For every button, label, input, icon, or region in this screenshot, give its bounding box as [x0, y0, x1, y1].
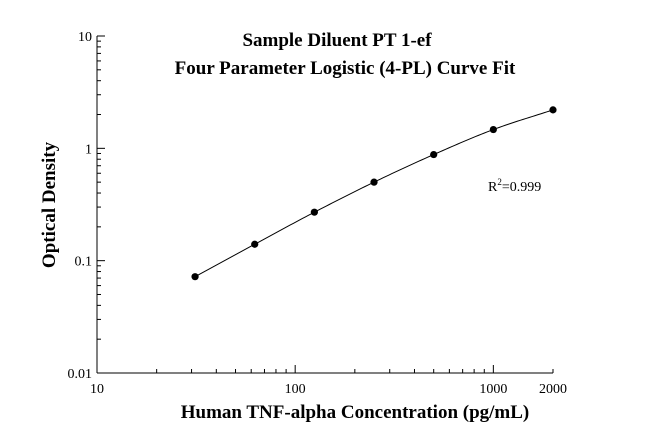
- fit-curve: [194, 109, 554, 278]
- data-point: [191, 273, 199, 281]
- data-point: [310, 208, 318, 216]
- y-axis-title: Optical Density: [39, 141, 60, 268]
- data-point: [370, 178, 378, 186]
- y-tick-label: 10: [78, 30, 92, 45]
- data-points: [191, 106, 557, 281]
- chart-subtitle: Four Parameter Logistic (4-PL) Curve Fit: [175, 58, 516, 79]
- r-squared-annotation: R2=0.999: [488, 177, 541, 195]
- y-tick-label: 0.01: [68, 367, 93, 382]
- data-point: [489, 125, 497, 134]
- tick-labels: 10 100 1000 2000 0.01 0.1 1 10: [68, 30, 568, 397]
- data-point: [251, 240, 259, 248]
- data-point: [549, 106, 557, 114]
- x-tick-label: 2000: [539, 382, 567, 397]
- x-axis-title: Human TNF-alpha Concentration (pg/mL): [181, 402, 530, 423]
- data-point: [430, 150, 438, 159]
- x-tick-label: 10: [90, 382, 104, 397]
- r-label: R: [488, 180, 498, 195]
- y-tick-label: 0.1: [75, 255, 93, 270]
- r-value: =0.999: [502, 180, 541, 195]
- r-superscript: 2: [497, 177, 502, 187]
- chart-title: Sample Diluent PT 1-ef: [242, 30, 432, 51]
- y-tick-label: 1: [85, 142, 92, 157]
- axis-ticks: [96, 35, 554, 374]
- x-tick-label: 1000: [479, 382, 507, 397]
- x-tick-label: 100: [285, 382, 306, 397]
